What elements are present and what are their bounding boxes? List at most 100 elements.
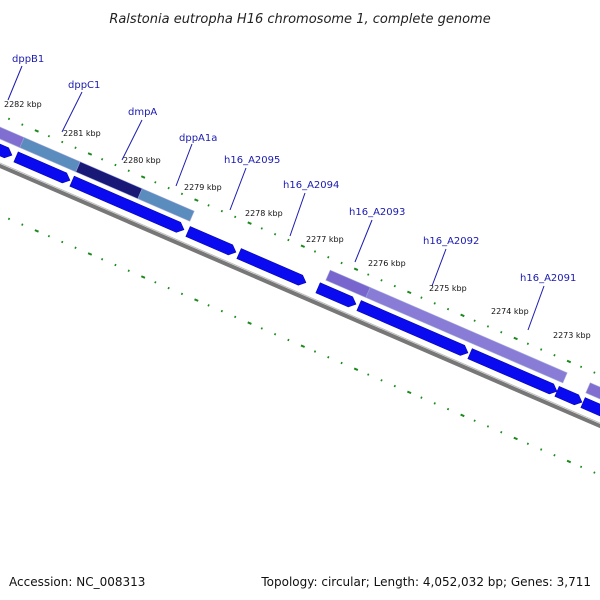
gene-labels: dppB1 dppC1 dmpA dppA1a h16_A2095 h16_A2… (12, 54, 576, 284)
kbp-label-2281: 2281 kbp (63, 129, 101, 138)
cds-arrow (467, 348, 558, 395)
kbp-label-2274: 2274 kbp (491, 307, 529, 316)
tick-mark (34, 229, 39, 233)
gene-label-dmpa[interactable]: dmpA (128, 107, 157, 118)
tick-mark (127, 169, 130, 173)
tick-mark (21, 223, 24, 226)
feature-bar (365, 287, 568, 384)
callout-line (7, 65, 23, 101)
tick-mark (207, 204, 210, 207)
cds-arrow (580, 397, 600, 418)
gene-label-dppa1a[interactable]: dppA1a (179, 133, 217, 144)
callout-line (121, 119, 143, 161)
tick-mark (167, 286, 170, 290)
tick-mark (140, 275, 146, 279)
footer-summary: Topology: circular; Length: 4,052,032 bp… (260, 575, 591, 589)
tick-mark (473, 319, 476, 322)
tick-mark (406, 290, 412, 295)
feature-bar (0, 123, 25, 148)
kbp-label-2275: 2275 kbp (429, 284, 467, 293)
kbp-label-2279: 2279 kbp (184, 183, 222, 192)
tick-mark (393, 384, 396, 388)
gene-label-h16-a2091[interactable]: h16_A2091 (520, 273, 576, 284)
tick-mark (74, 146, 77, 149)
kbp-label-2273: 2273 kbp (553, 331, 591, 340)
tick-mark (593, 471, 596, 474)
tick-mark (579, 365, 583, 369)
tick-mark (513, 436, 518, 441)
callout-line (527, 285, 545, 331)
map-title: Ralstonia eutropha H16 chromosome 1, com… (109, 12, 490, 27)
cds-arrow (0, 140, 13, 159)
tick-mark (500, 430, 503, 434)
tick-mark (566, 359, 572, 364)
tick-mark (114, 163, 117, 167)
tick-mark (220, 309, 223, 313)
kbp-label-2282: 2282 kbp (4, 100, 42, 109)
cds-arrow (356, 300, 469, 356)
tick-mark (61, 240, 64, 244)
callout-line (431, 248, 447, 287)
tick-mark (167, 186, 170, 190)
cds-arrow (236, 248, 307, 286)
tick-mark (273, 232, 277, 236)
gene-label-h16-a2095[interactable]: h16_A2095 (224, 155, 280, 166)
gene-label-dppc1[interactable]: dppC1 (68, 80, 100, 91)
tick-mark (194, 198, 199, 202)
tick-mark (47, 134, 51, 138)
tick-mark (273, 332, 277, 336)
tick-mark (420, 296, 423, 299)
tick-mark (287, 338, 290, 342)
tick-mark (87, 252, 93, 256)
gene-label-h16-a2092[interactable]: h16_A2092 (423, 236, 479, 247)
feature-bar (137, 188, 195, 222)
tick-mark (313, 250, 317, 253)
callout-line (61, 91, 83, 133)
tick-rings (7, 117, 596, 474)
gene-label-h16-a2093[interactable]: h16_A2093 (349, 207, 405, 218)
tick-mark (367, 273, 370, 276)
tick-mark (47, 234, 51, 238)
tick-mark (446, 307, 450, 311)
feature-track (0, 123, 600, 403)
tick-mark (7, 117, 11, 121)
tick-mark (100, 258, 104, 261)
tick-mark (154, 281, 157, 284)
tick-mark (353, 367, 359, 371)
backbone (0, 162, 600, 429)
callout-line (289, 192, 306, 237)
tick-mark (87, 152, 93, 156)
tick-mark (34, 129, 39, 133)
tick-mark (353, 267, 359, 271)
tick-mark (553, 354, 556, 357)
kbp-label-2278: 2278 kbp (245, 209, 283, 218)
tick-mark (327, 256, 330, 259)
tick-mark (380, 279, 383, 282)
cds-arrow (554, 385, 583, 406)
tick-mark (433, 402, 436, 405)
tick-mark (380, 379, 383, 382)
tick-mark (540, 348, 543, 351)
backbone-line (0, 163, 600, 429)
tick-mark (420, 396, 423, 399)
tick-mark (446, 407, 450, 411)
tick-mark (393, 284, 396, 288)
tick-mark (313, 350, 317, 353)
tick-mark (180, 192, 184, 196)
tick-mark (234, 315, 237, 319)
tick-mark (327, 356, 330, 359)
gene-label-dppb1[interactable]: dppB1 (12, 54, 44, 65)
callout-line (229, 167, 247, 211)
cds-track (0, 140, 600, 418)
tick-mark (234, 215, 237, 219)
tick-mark (340, 261, 343, 265)
gene-label-h16-a2094[interactable]: h16_A2094 (283, 180, 339, 191)
tick-mark (114, 263, 117, 267)
tick-mark (486, 325, 490, 328)
tick-mark (220, 209, 223, 213)
tick-mark (180, 292, 184, 296)
tick-mark (140, 175, 146, 179)
feature-bar (585, 382, 600, 403)
tick-mark (74, 246, 77, 249)
